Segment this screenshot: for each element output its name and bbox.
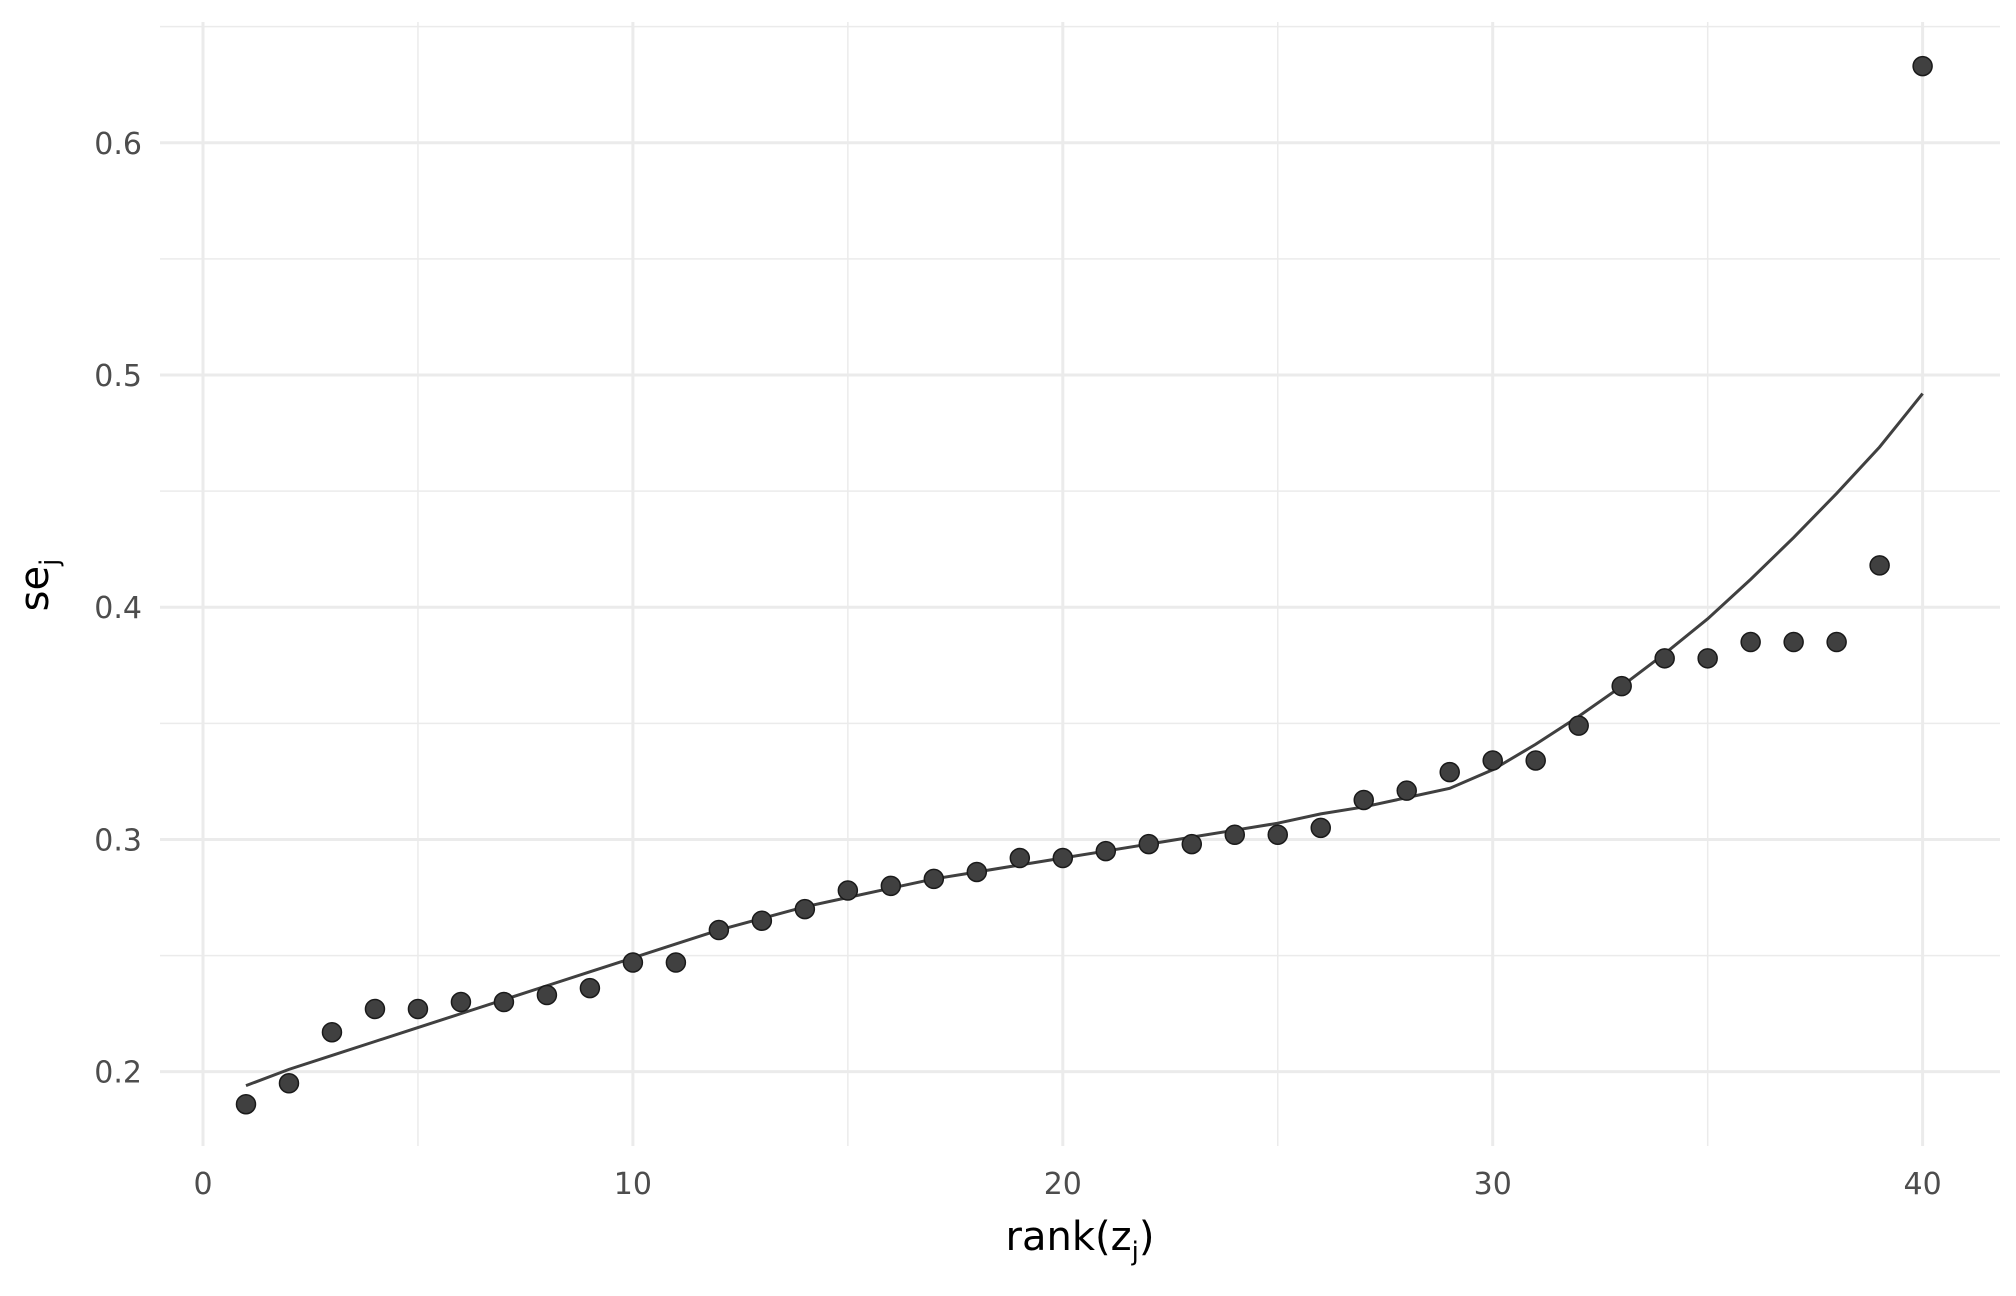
x-tick-label: 30 <box>1474 1167 1512 1202</box>
y-tick-label: 0.2 <box>94 1056 142 1091</box>
data-point <box>278 1073 300 1094</box>
data-point <box>1869 555 1890 576</box>
data-point <box>364 998 386 1020</box>
data-point <box>923 868 945 890</box>
fit-line <box>245 392 1924 1088</box>
data-point <box>1740 631 1761 653</box>
data-point <box>1439 761 1460 783</box>
data-point <box>1009 847 1031 869</box>
data-point <box>579 977 601 999</box>
data-point <box>622 952 644 973</box>
data-point <box>1310 817 1331 839</box>
y-axis-title-subscript: j <box>35 559 65 567</box>
x-axis-title-subscript: j <box>1131 1237 1139 1267</box>
y-tick-label: 0.4 <box>94 591 142 626</box>
data-point <box>407 998 429 1020</box>
minor-gridlines <box>160 22 2000 1146</box>
data-point <box>1095 840 1117 862</box>
data-point <box>321 1021 343 1043</box>
y-tick-label: 0.5 <box>94 359 142 394</box>
data-point <box>880 875 902 897</box>
data-point <box>1912 55 1933 77</box>
data-point <box>536 984 558 1006</box>
data-point <box>1697 648 1718 669</box>
x-axis-title: rank(zj) <box>1006 1214 1155 1267</box>
data-point <box>1783 631 1804 653</box>
x-axis-title-main: rank(z <box>1006 1214 1132 1260</box>
y-tick-label: 0.6 <box>94 127 142 162</box>
data-point <box>1396 780 1417 801</box>
y-axis-title: sej <box>12 559 65 612</box>
data-point <box>235 1093 257 1115</box>
x-axis-title-close: ) <box>1139 1214 1155 1260</box>
data-point <box>751 910 773 931</box>
data-point <box>1826 631 1847 653</box>
data-point <box>1224 824 1246 846</box>
point-layer <box>235 55 1933 1115</box>
data-point <box>1654 648 1675 669</box>
x-tick-label: 20 <box>1044 1167 1082 1202</box>
data-point <box>1611 675 1632 697</box>
fit-line-layer <box>245 392 1924 1088</box>
data-point <box>966 861 988 883</box>
x-tick-label: 0 <box>193 1167 212 1202</box>
data-point <box>1568 715 1589 736</box>
data-point <box>794 898 816 920</box>
major-gridlines <box>160 22 2000 1146</box>
data-point <box>1052 847 1074 869</box>
y-axis-title-main: se <box>12 566 58 611</box>
y-tick-label: 0.3 <box>94 823 142 858</box>
data-point <box>1482 750 1503 771</box>
x-tick-label: 40 <box>1904 1167 1942 1202</box>
data-point <box>1353 789 1374 811</box>
data-point <box>1267 824 1289 846</box>
data-point <box>708 919 730 941</box>
data-point <box>1181 833 1203 855</box>
data-point <box>665 952 687 973</box>
data-point <box>1138 833 1160 855</box>
data-point <box>450 991 472 1013</box>
data-point <box>1525 750 1546 771</box>
data-point <box>493 991 515 1013</box>
data-point <box>837 880 859 901</box>
x-tick-label: 10 <box>614 1167 652 1202</box>
x-tick-labels: 0 10 20 30 40 <box>193 1167 1941 1202</box>
y-tick-labels: 0.2 0.3 0.4 0.5 0.6 <box>94 127 142 1091</box>
